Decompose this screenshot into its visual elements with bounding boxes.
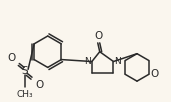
Text: S: S	[22, 66, 28, 76]
Text: CH₃: CH₃	[17, 90, 34, 99]
Text: O: O	[95, 31, 103, 41]
Text: O: O	[151, 69, 159, 79]
Text: N: N	[114, 57, 121, 66]
Text: O: O	[35, 80, 43, 90]
Text: N: N	[84, 57, 91, 66]
Text: O: O	[7, 53, 15, 63]
